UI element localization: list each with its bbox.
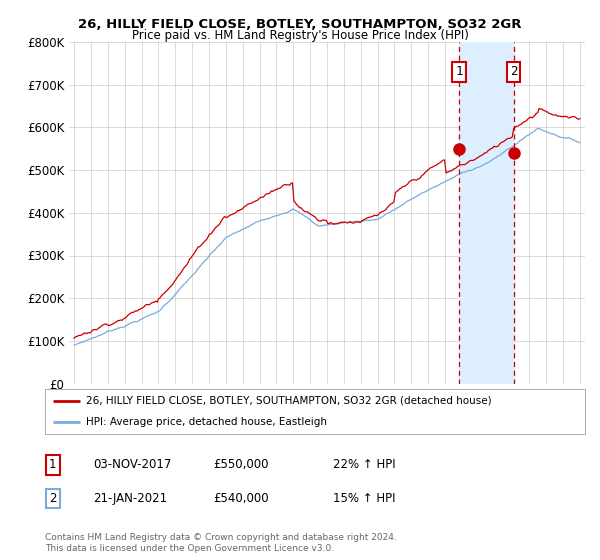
Text: HPI: Average price, detached house, Eastleigh: HPI: Average price, detached house, East… xyxy=(86,417,326,427)
Text: 1: 1 xyxy=(49,458,56,472)
Text: £550,000: £550,000 xyxy=(213,458,269,472)
Text: 26, HILLY FIELD CLOSE, BOTLEY, SOUTHAMPTON, SO32 2GR (detached house): 26, HILLY FIELD CLOSE, BOTLEY, SOUTHAMPT… xyxy=(86,396,491,406)
Text: 2: 2 xyxy=(49,492,56,505)
Text: Price paid vs. HM Land Registry's House Price Index (HPI): Price paid vs. HM Land Registry's House … xyxy=(131,29,469,42)
Text: £540,000: £540,000 xyxy=(213,492,269,505)
Text: 15% ↑ HPI: 15% ↑ HPI xyxy=(333,492,395,505)
Text: 1: 1 xyxy=(455,66,463,78)
Text: 26, HILLY FIELD CLOSE, BOTLEY, SOUTHAMPTON, SO32 2GR: 26, HILLY FIELD CLOSE, BOTLEY, SOUTHAMPT… xyxy=(78,18,522,31)
Text: 2: 2 xyxy=(510,66,517,78)
Text: 21-JAN-2021: 21-JAN-2021 xyxy=(93,492,167,505)
Text: Contains HM Land Registry data © Crown copyright and database right 2024.
This d: Contains HM Land Registry data © Crown c… xyxy=(45,533,397,553)
Text: 22% ↑ HPI: 22% ↑ HPI xyxy=(333,458,395,472)
Text: 03-NOV-2017: 03-NOV-2017 xyxy=(93,458,172,472)
Bar xyxy=(459,42,514,384)
